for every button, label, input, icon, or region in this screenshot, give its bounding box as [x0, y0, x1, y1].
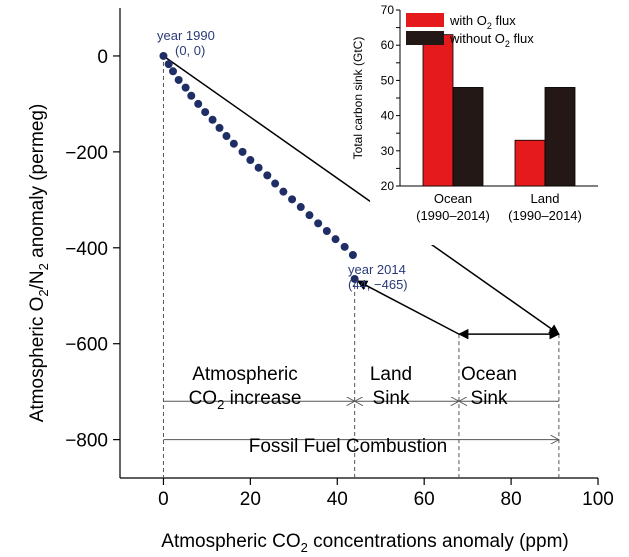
inset-category-land-line1: Land: [531, 191, 560, 206]
data-point: [174, 75, 183, 84]
data-point: [201, 108, 210, 117]
data-point: [331, 235, 340, 244]
data-point: [305, 211, 314, 220]
data-point: [208, 115, 217, 124]
main-x-axis-label: Atmospheric CO2 concentrations anomaly (…: [161, 531, 568, 555]
legend-label-without-o2: without O2 flux: [449, 31, 534, 49]
data-point: [194, 99, 203, 108]
inset-category-land-line2: (1990–2014): [508, 208, 582, 223]
inset-bar: [422, 34, 454, 187]
data-point: [164, 60, 173, 69]
data-point: [350, 274, 359, 283]
start-year-label: year 1990: [157, 28, 215, 43]
inset-y-tick-label: 50: [381, 73, 395, 87]
data-points: [159, 51, 359, 283]
inset-bars: [422, 34, 576, 187]
data-point: [271, 179, 280, 188]
start-coords-label: (0, 0): [175, 43, 205, 58]
main-y-axis-label: Atmospheric O2/N2 anomaly (permeg): [27, 104, 51, 423]
land-sink-label-line2: Sink: [373, 388, 410, 409]
data-point: [348, 250, 357, 259]
legend-swatch-without-o2: [406, 31, 444, 45]
co2-increase-label-line1: Atmospheric: [192, 364, 298, 385]
data-point: [238, 147, 247, 156]
y-tick-label: −600: [65, 335, 108, 356]
end-year-label: year 2014: [348, 262, 406, 277]
data-point: [229, 139, 238, 148]
data-point: [322, 227, 331, 236]
data-point: [169, 67, 178, 76]
inset-y-tick-label: 30: [381, 144, 395, 158]
data-point: [246, 156, 255, 165]
x-tick-label: 40: [327, 489, 348, 510]
ocean-sink-label-line1: Ocean: [461, 364, 517, 385]
x-tick-label: 80: [501, 489, 522, 510]
x-tick-label: 0: [158, 489, 169, 510]
y-tick-label: −800: [65, 431, 108, 452]
data-point: [181, 83, 190, 92]
data-point: [263, 171, 272, 180]
data-point: [314, 219, 323, 228]
x-tick-label: 60: [414, 489, 435, 510]
inset-y-axis-label: Total carbon sink (GtC): [351, 37, 365, 160]
data-point: [254, 163, 263, 172]
x-tick-label: 100: [582, 489, 614, 510]
co2-increase-label-line2: CO2 increase: [189, 388, 302, 412]
ocean-sink-label-line2: Sink: [471, 388, 508, 409]
y-tick-label: −200: [65, 143, 108, 164]
data-point: [222, 132, 231, 141]
inset-bar: [514, 139, 546, 187]
data-point: [340, 242, 349, 251]
main-plot: 0 20 40 60 80 100 0 −200 −400 −600 −800 Atmospher…: [27, 8, 614, 555]
inset-y-tick-label: 20: [381, 179, 395, 193]
data-point: [187, 91, 196, 100]
data-point: [288, 195, 297, 204]
inset-category-ocean-line1: Ocean: [434, 191, 472, 206]
inset-legend: with O2 flux without O2 flux: [406, 13, 534, 49]
fossil-fuel-arrow: [163, 55, 560, 335]
fossil-fuel-label: Fossil Fuel Combustion: [249, 436, 448, 457]
data-point: [215, 123, 224, 132]
inset-y-ticks: 20 30 40 50 60 70: [381, 3, 400, 193]
data-point: [159, 51, 168, 60]
y-tick-label: −400: [65, 239, 108, 260]
land-sink-arrow: [356, 280, 460, 335]
end-coords-label: (44, −465): [348, 277, 408, 292]
budget-arrows: [163, 55, 560, 340]
legend-label-with-o2: with O2 flux: [449, 13, 516, 31]
main-x-ticks: 0 20 40 60 80 100: [158, 478, 614, 510]
land-sink-label-line1: Land: [370, 364, 412, 385]
data-point: [279, 187, 288, 196]
dashed-guides: [162, 61, 558, 478]
inset-y-tick-label: 40: [381, 109, 395, 123]
inset-category-ocean-line2: (1990–2014): [416, 208, 490, 223]
y-tick-label: 0: [97, 47, 108, 68]
inset-y-tick-label: 70: [381, 3, 395, 17]
inset-bar: [544, 87, 576, 187]
inset-bar: [452, 87, 484, 187]
inset-bar-chart: 20 30 40 50 60 70 Total carbon sink (GtC) Oce…: [351, 3, 622, 245]
legend-swatch-with-o2: [406, 13, 444, 27]
inset-y-tick-label: 60: [381, 38, 395, 52]
x-tick-label: 20: [240, 489, 261, 510]
main-y-ticks: 0 −200 −400 −600 −800: [65, 47, 120, 452]
data-point: [296, 203, 305, 212]
